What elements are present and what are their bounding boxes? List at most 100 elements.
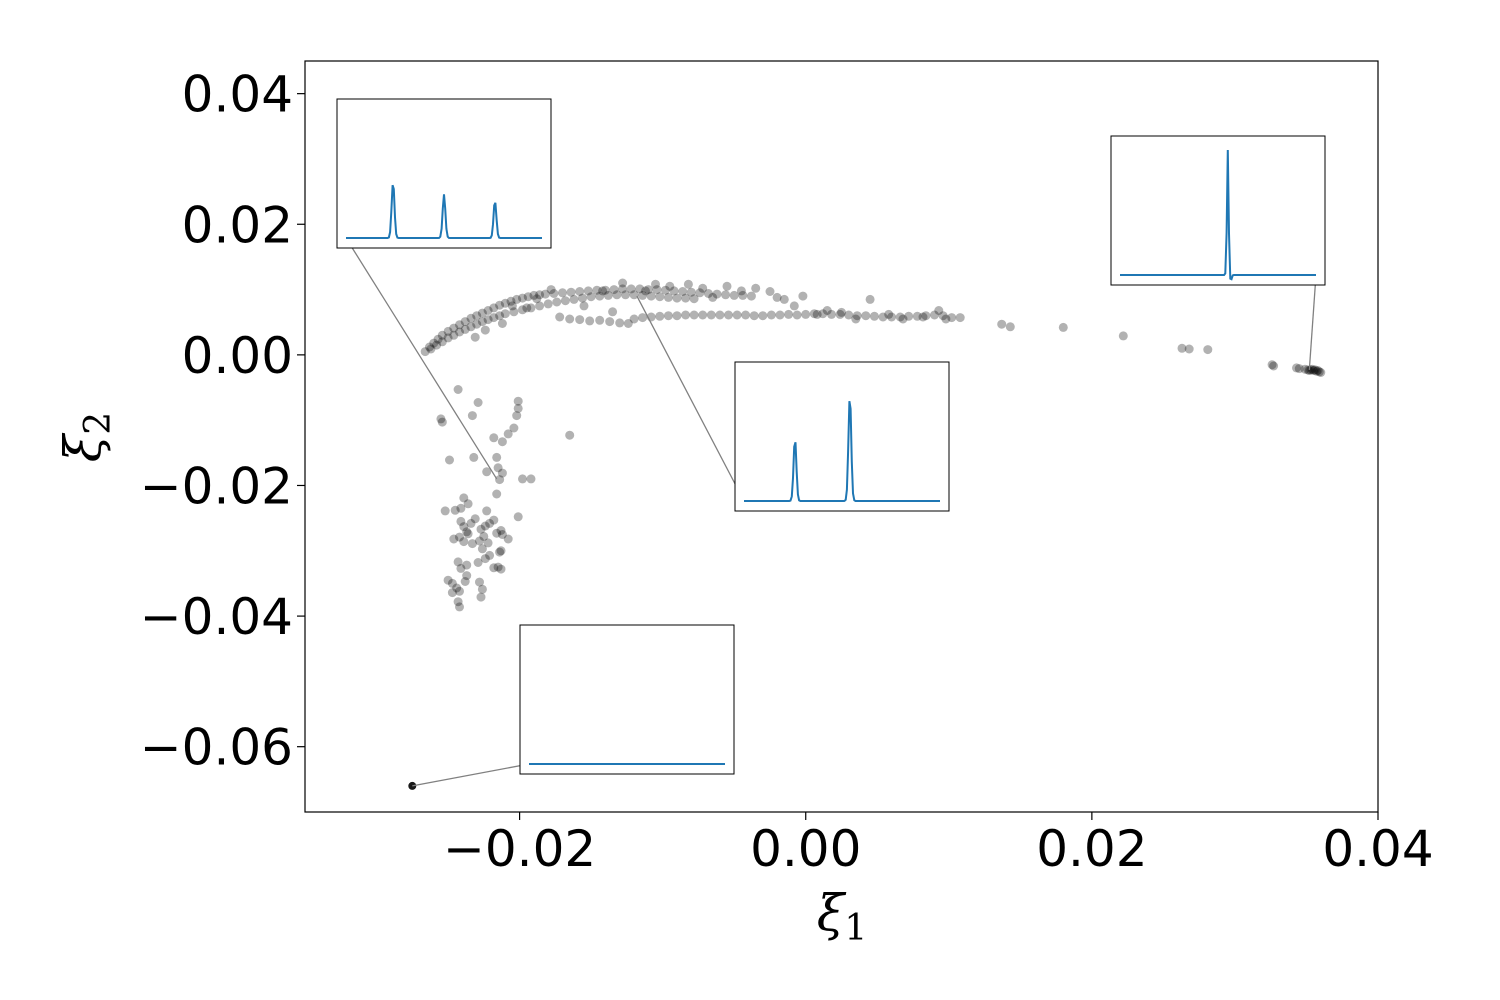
data-point (569, 294, 579, 304)
data-point (500, 309, 510, 319)
data-point (741, 310, 751, 320)
data-point (686, 287, 696, 297)
data-point (1203, 345, 1213, 355)
data-point (477, 317, 487, 327)
data-point (456, 503, 466, 513)
data-point (603, 290, 613, 300)
data-point (546, 285, 556, 295)
y-axis-label: ξ2 (54, 412, 119, 462)
data-point (479, 531, 489, 541)
data-point (715, 310, 725, 320)
data-point (655, 292, 665, 302)
data-point (449, 330, 459, 340)
data-point (466, 322, 476, 332)
data-point (1316, 368, 1326, 377)
data-point (467, 411, 477, 421)
data-point (878, 312, 888, 322)
inset-signal-line (346, 184, 542, 239)
data-point (483, 538, 493, 548)
data-point (489, 515, 499, 525)
data-point (638, 313, 648, 323)
x-axis-label-subscript: 1 (844, 908, 867, 949)
data-point (472, 311, 482, 321)
data-point (522, 303, 532, 313)
data-point (1292, 363, 1301, 373)
data-point (473, 398, 483, 407)
data-point (447, 578, 457, 588)
data-point (865, 294, 875, 304)
y-tick-label: 0.02 (182, 196, 293, 254)
data-point (470, 332, 480, 342)
data-point (698, 283, 708, 293)
data-point (477, 308, 487, 318)
x-axis-label-symbol: ξ (817, 884, 847, 942)
data-point (809, 309, 819, 319)
data-point (560, 296, 570, 306)
data-point (592, 285, 602, 295)
data-point (443, 326, 453, 336)
data-point (655, 311, 665, 321)
data-point (462, 527, 472, 537)
data-point (578, 293, 587, 303)
data-point (904, 311, 914, 321)
data-point (918, 312, 928, 322)
data-point (460, 317, 470, 327)
data-point (765, 287, 775, 296)
data-point (460, 324, 470, 334)
data-point (643, 285, 653, 295)
data-point (485, 518, 495, 528)
data-point (445, 455, 454, 465)
data-point (437, 330, 447, 340)
data-point (751, 283, 761, 293)
data-point (513, 512, 523, 522)
data-point (466, 518, 476, 528)
data-point (708, 292, 718, 302)
inset-flat (519, 624, 735, 775)
data-point (818, 309, 828, 319)
data-point (575, 315, 585, 325)
data-point (618, 278, 628, 288)
data-point (566, 287, 576, 297)
data-point (698, 310, 708, 320)
data-point (507, 301, 517, 311)
data-point (732, 310, 742, 320)
data-point (586, 292, 596, 302)
data-point (837, 307, 846, 317)
data-point (665, 281, 675, 291)
inset-two-peaks (734, 361, 950, 512)
data-point (475, 536, 484, 546)
data-point (526, 474, 536, 484)
x-axis-ticks: −0.02 0.00 0.02 0.04 (443, 812, 1434, 878)
data-point (496, 564, 506, 574)
data-point (497, 437, 507, 447)
data-point (1304, 366, 1314, 375)
data-point (518, 293, 527, 303)
data-point (1312, 366, 1321, 376)
data-point (721, 290, 731, 300)
data-point (884, 309, 894, 319)
data-point (540, 289, 550, 299)
data-point (784, 309, 794, 319)
data-point (729, 290, 739, 300)
data-point (476, 592, 486, 602)
data-point (746, 291, 756, 301)
y-tick-label: −0.06 (140, 719, 293, 777)
y-tick-label: −0.04 (140, 588, 293, 646)
data-point (495, 547, 505, 557)
data-point (496, 546, 506, 556)
y-tick-label: 0.04 (182, 66, 293, 124)
data-point (432, 340, 442, 350)
data-point (766, 310, 776, 320)
data-point (758, 311, 768, 321)
data-point (898, 314, 908, 324)
data-point (822, 306, 832, 315)
data-point (497, 319, 507, 328)
data-point (1294, 364, 1304, 374)
data-point (812, 309, 822, 319)
data-point (912, 311, 922, 321)
data-point (1300, 364, 1310, 374)
data-point (529, 290, 539, 300)
y-axis-label-subscript: 2 (78, 412, 119, 435)
data-point (583, 286, 593, 296)
data-point (512, 411, 522, 421)
